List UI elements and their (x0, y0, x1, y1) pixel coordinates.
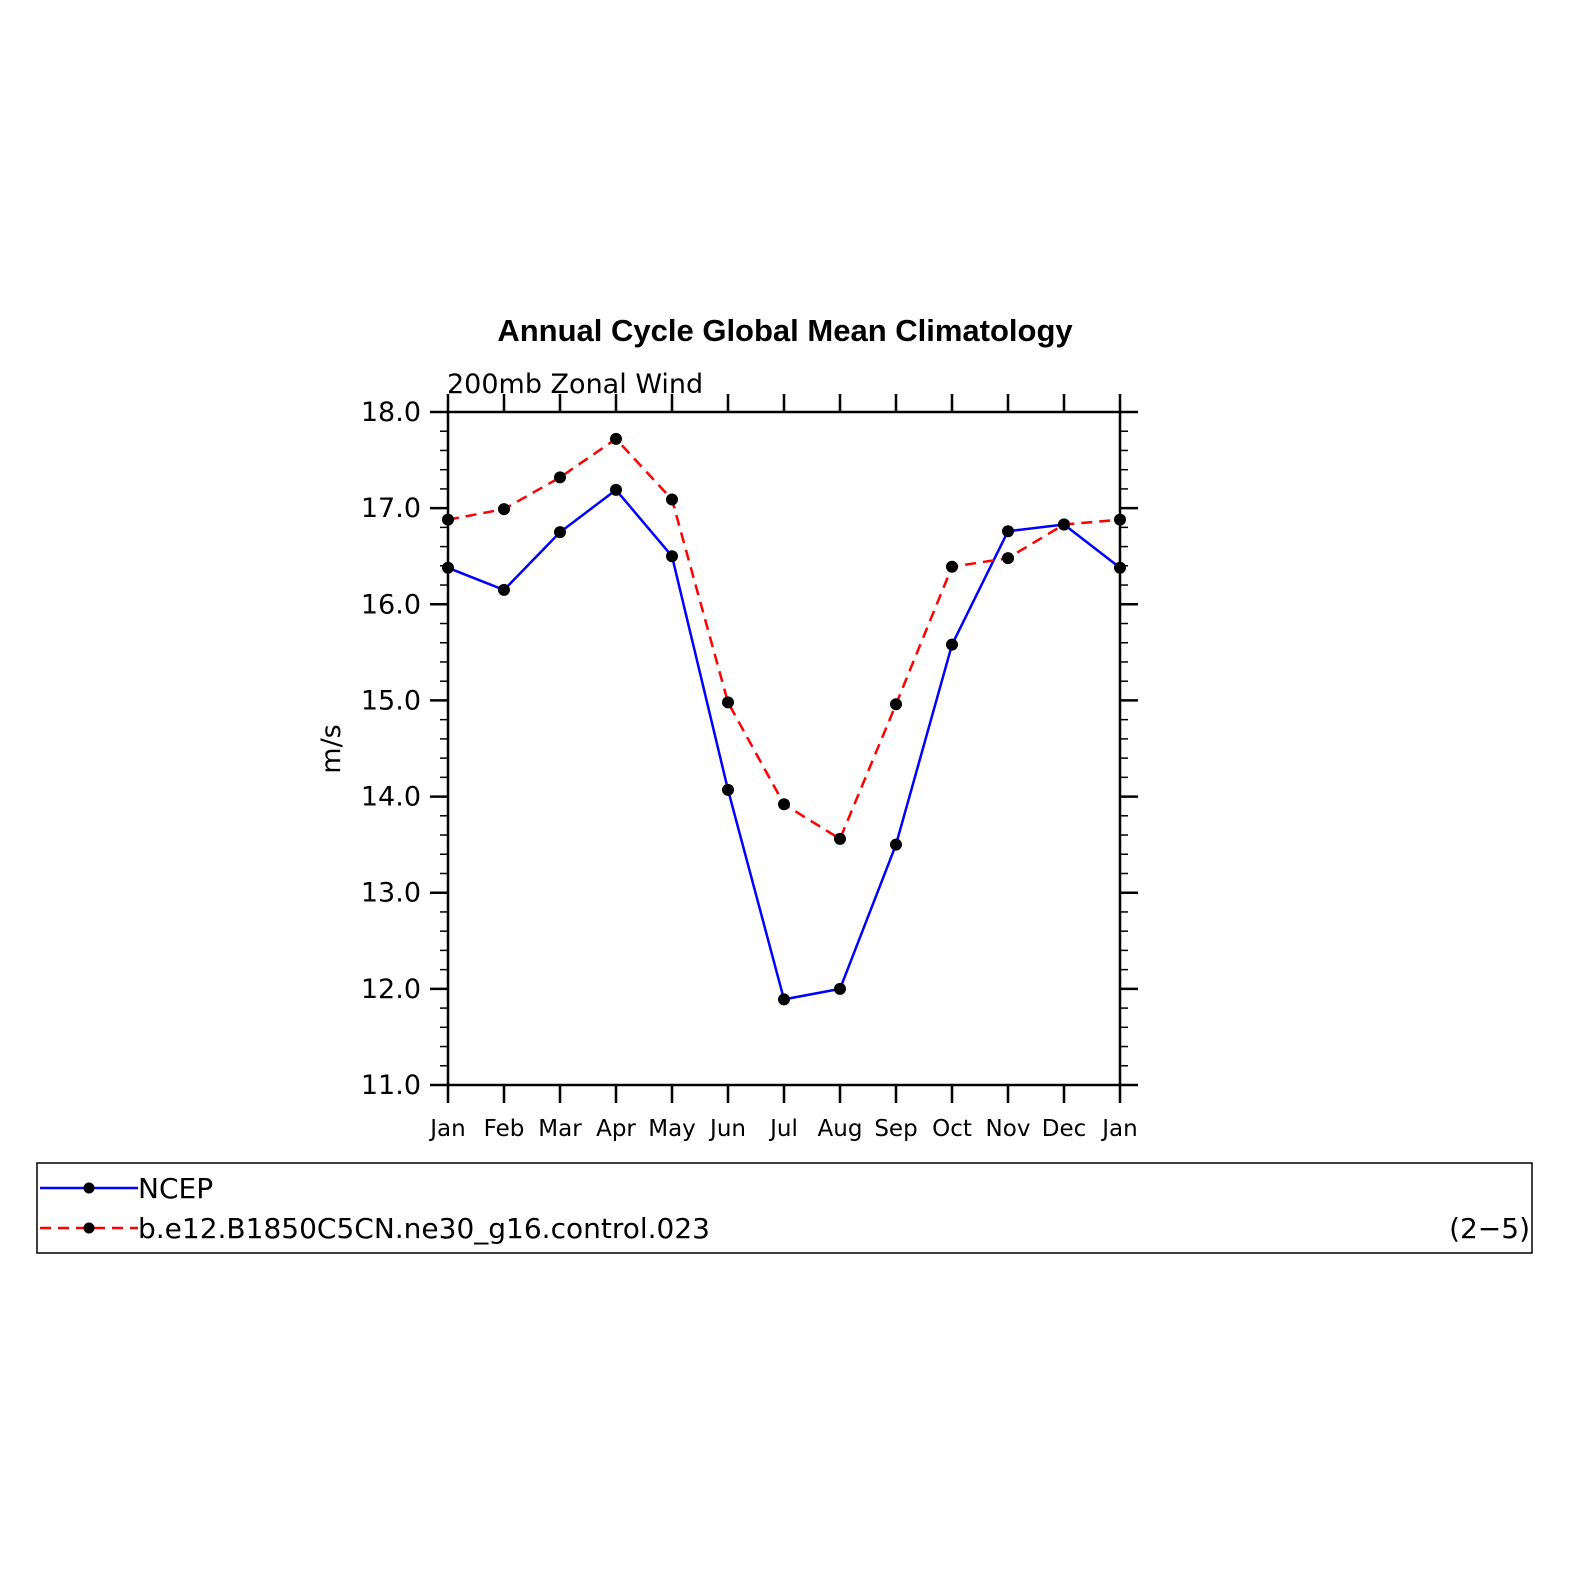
y-tick-label: 15.0 (361, 685, 421, 716)
x-tick-label: Aug (818, 1116, 863, 1142)
data-point-s1-10 (1002, 552, 1014, 565)
data-point-s1-8 (890, 698, 902, 711)
legend: NCEP b.e12.B1850C5CN.ne30_g16.control.02… (36, 1162, 1533, 1254)
x-tick-label: May (648, 1116, 696, 1142)
y-tick-label: 16.0 (361, 589, 421, 620)
y-tick-label: 11.0 (361, 1070, 421, 1101)
y-axis-label: m/s (316, 724, 347, 773)
legend-label-model: b.e12.B1850C5CN.ne30_g16.control.023 (138, 1212, 710, 1245)
plot-frame (446, 410, 1122, 1087)
data-point-s0-9 (946, 638, 958, 651)
data-point-s0-3 (610, 483, 622, 496)
panel-label: (2−5) (1449, 1212, 1530, 1245)
x-tick-label: Dec (1042, 1116, 1087, 1142)
data-point-s0-2 (554, 526, 566, 539)
data-point-s1-3 (610, 432, 622, 445)
y-tick-label: 18.0 (361, 397, 421, 428)
chart-title: Annual Cycle Global Mean Climatology (497, 313, 1073, 348)
legend-marker-ncep (83, 1182, 95, 1194)
x-tick-label: Oct (932, 1116, 972, 1142)
chart-subtitle: 200mb Zonal Wind (447, 369, 703, 400)
x-tick-label: Jun (708, 1116, 746, 1142)
y-tick-label: 17.0 (361, 493, 421, 524)
y-tick-label: 13.0 (361, 878, 421, 909)
data-point-s1-9 (946, 560, 958, 573)
x-tick-label: Jul (768, 1116, 798, 1142)
series-line-1 (447, 437, 1121, 841)
data-point-s1-6 (778, 798, 790, 811)
data-point-s0-4 (666, 550, 678, 563)
y-tick-labels: 11.0 12.0 13.0 14.0 15.0 16.0 17.0 18.0 (361, 397, 421, 1101)
x-tick-label: Feb (484, 1116, 525, 1142)
data-point-s0-5 (722, 783, 734, 796)
data-point-s1-4 (666, 493, 678, 506)
data-point-s0-7 (834, 982, 846, 995)
legend-marker-model (83, 1222, 95, 1234)
x-tick-label: Jan (1100, 1116, 1137, 1142)
data-point-s0-10 (1002, 525, 1014, 538)
data-point-s1-7 (834, 832, 846, 845)
series-layer (442, 432, 1126, 1006)
x-tick-label: Jan (428, 1116, 465, 1142)
series-line-0 (447, 488, 1121, 1001)
x-tick-label: Sep (874, 1116, 917, 1142)
data-point-s1-11 (1058, 518, 1070, 531)
legend-box (36, 1162, 1533, 1254)
data-point-s1-1 (498, 503, 510, 516)
data-point-s0-1 (498, 583, 510, 596)
axis-ticks (430, 394, 1138, 1103)
x-tick-label: Nov (986, 1116, 1031, 1142)
y-tick-label: 14.0 (361, 782, 421, 813)
x-tick-label: Apr (596, 1116, 636, 1142)
data-point-s0-8 (890, 838, 902, 851)
x-tick-label: Mar (538, 1116, 582, 1142)
data-point-s1-5 (722, 696, 734, 709)
legend-label-ncep: NCEP (138, 1172, 213, 1205)
y-tick-label: 12.0 (361, 974, 421, 1005)
x-tick-labels: Jan Feb Mar Apr May Jun Jul Aug Sep Oct Nov Dec Jan (428, 1116, 1137, 1142)
data-point-s1-2 (554, 471, 566, 484)
data-point-s0-6 (778, 993, 790, 1006)
